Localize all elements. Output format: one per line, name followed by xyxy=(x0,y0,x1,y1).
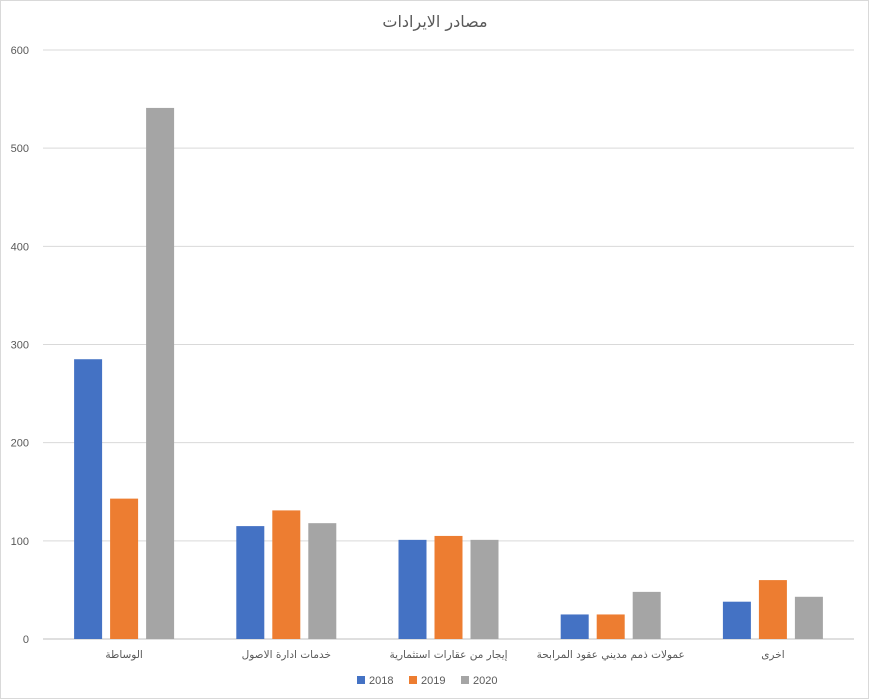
legend: 2018 2019 2020 xyxy=(357,675,497,687)
bar-2018-3 xyxy=(560,614,589,639)
legend-swatch-2018 xyxy=(357,676,365,684)
gridlines xyxy=(43,49,854,640)
bars xyxy=(74,107,823,639)
chart-title: مصادر الايرادات xyxy=(382,12,487,32)
bar-2018-4 xyxy=(722,601,751,639)
bar-2020-3 xyxy=(632,591,661,639)
legend-label: 2020 xyxy=(473,675,497,687)
y-tick-label: 500 xyxy=(11,143,29,155)
x-category-label: الوساطة xyxy=(105,649,143,661)
legend-swatch-2020 xyxy=(461,676,469,684)
bar-2019-0 xyxy=(110,498,139,639)
bar-2020-4 xyxy=(794,596,823,639)
bar-2020-0 xyxy=(146,107,175,639)
legend-label: 2018 xyxy=(369,675,393,687)
x-axis-categories: الوساطة خدمات ادارة الاصول إيجار من عقارات… xyxy=(105,649,784,661)
bar-2018-0 xyxy=(74,359,103,639)
x-category-label: عمولات ذمم مديني عقود المرابحة xyxy=(537,649,685,661)
y-tick-label: 300 xyxy=(11,340,29,352)
y-tick-label: 100 xyxy=(11,536,29,548)
y-tick-label: 200 xyxy=(11,438,29,450)
bar-2020-2 xyxy=(470,539,499,639)
y-tick-label: 0 xyxy=(23,634,29,646)
bar-2018-1 xyxy=(236,526,265,639)
bar-2020-1 xyxy=(308,523,337,639)
legend-label: 2019 xyxy=(421,675,445,687)
y-tick-label: 400 xyxy=(11,241,29,253)
legend-swatch-2019 xyxy=(409,676,417,684)
bar-2019-4 xyxy=(758,580,787,639)
bar-2019-1 xyxy=(272,510,301,639)
x-category-label: إيجار من عقارات استثمارية xyxy=(389,649,507,661)
x-category-label: اخرى xyxy=(761,649,784,661)
bar-2018-2 xyxy=(398,539,427,639)
bar-2019-3 xyxy=(596,614,625,639)
y-tick-label: 600 xyxy=(11,45,29,57)
x-category-label: خدمات ادارة الاصول xyxy=(242,649,331,661)
y-axis-ticks: 0 100 200 300 400 500 600 xyxy=(11,45,29,646)
bar-2019-2 xyxy=(434,535,463,639)
